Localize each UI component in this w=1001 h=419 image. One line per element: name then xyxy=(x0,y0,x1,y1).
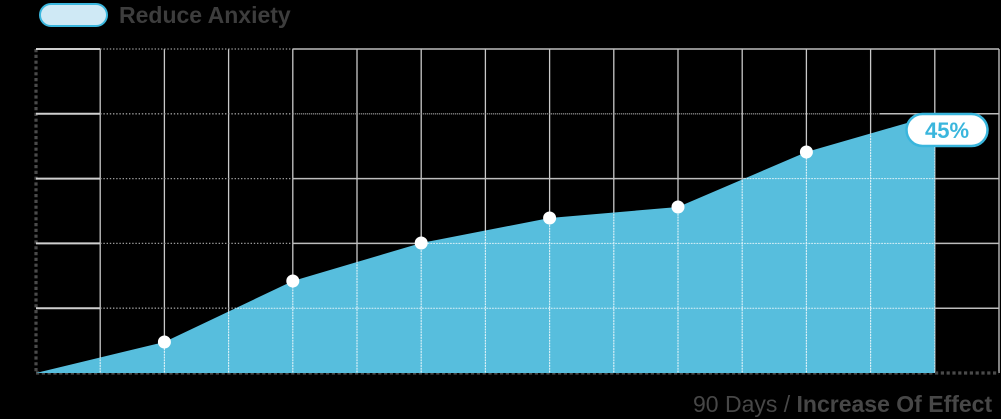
svg-text:45%: 45% xyxy=(925,118,969,143)
svg-text:Reduce Anxiety: Reduce Anxiety xyxy=(119,2,291,28)
svg-text:90 Days / Increase Of Effect: 90 Days / Increase Of Effect xyxy=(693,391,992,417)
